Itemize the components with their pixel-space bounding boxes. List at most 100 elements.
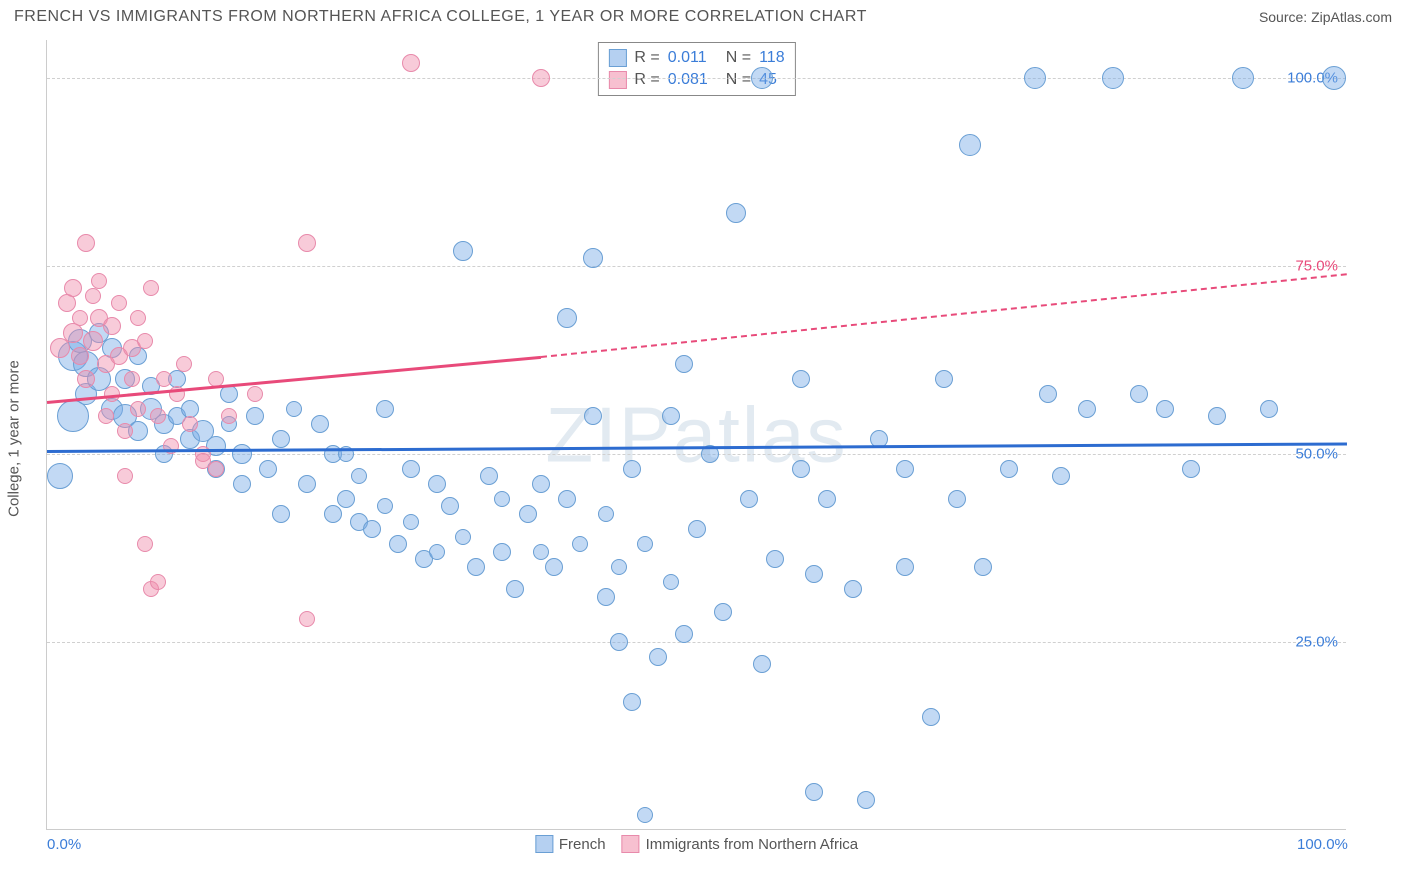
scatter-point bbox=[299, 611, 315, 627]
legend-swatch bbox=[608, 49, 626, 67]
scatter-point bbox=[792, 370, 810, 388]
scatter-point bbox=[480, 467, 498, 485]
scatter-point bbox=[71, 347, 89, 365]
scatter-point bbox=[896, 558, 914, 576]
scatter-point bbox=[455, 529, 471, 545]
scatter-point bbox=[117, 423, 133, 439]
scatter-point bbox=[467, 558, 485, 576]
scatter-point bbox=[286, 401, 302, 417]
scatter-point bbox=[1260, 400, 1278, 418]
scatter-point bbox=[948, 490, 966, 508]
scatter-point bbox=[402, 460, 420, 478]
scatter-point bbox=[663, 574, 679, 590]
scatter-point bbox=[83, 331, 103, 351]
legend-label: Immigrants from Northern Africa bbox=[646, 836, 859, 853]
scatter-point bbox=[623, 460, 641, 478]
scatter-point bbox=[182, 416, 198, 432]
scatter-point bbox=[532, 475, 550, 493]
legend-swatch bbox=[622, 835, 640, 853]
scatter-point bbox=[130, 310, 146, 326]
scatter-point bbox=[1024, 67, 1046, 89]
scatter-point bbox=[1039, 385, 1057, 403]
scatter-point bbox=[623, 693, 641, 711]
r-value: 0.011 bbox=[668, 49, 718, 67]
scatter-point bbox=[1052, 467, 1070, 485]
y-tick-label: 25.0% bbox=[1295, 633, 1338, 650]
legend-item: Immigrants from Northern Africa bbox=[622, 835, 859, 853]
scatter-point bbox=[805, 565, 823, 583]
scatter-point bbox=[545, 558, 563, 576]
scatter-point bbox=[98, 408, 114, 424]
scatter-point bbox=[818, 490, 836, 508]
scatter-point bbox=[532, 69, 550, 87]
scatter-point bbox=[63, 323, 83, 343]
scatter-point bbox=[805, 783, 823, 801]
scatter-point bbox=[506, 580, 524, 598]
scatter-point bbox=[533, 544, 549, 560]
scatter-point bbox=[64, 279, 82, 297]
scatter-point bbox=[111, 295, 127, 311]
scatter-point bbox=[403, 514, 419, 530]
scatter-point bbox=[221, 408, 237, 424]
chart-title: FRENCH VS IMMIGRANTS FROM NORTHERN AFRIC… bbox=[14, 8, 867, 26]
scatter-point bbox=[598, 506, 614, 522]
scatter-point bbox=[429, 544, 445, 560]
scatter-point bbox=[311, 415, 329, 433]
scatter-point bbox=[649, 648, 667, 666]
scatter-point bbox=[298, 475, 316, 493]
scatter-point bbox=[324, 505, 342, 523]
x-tick-label: 0.0% bbox=[47, 836, 81, 853]
scatter-point bbox=[675, 355, 693, 373]
gridline bbox=[47, 642, 1346, 643]
scatter-point bbox=[176, 356, 192, 372]
legend-label: French bbox=[559, 836, 606, 853]
source-label: Source: ZipAtlas.com bbox=[1259, 9, 1392, 25]
scatter-point bbox=[959, 134, 981, 156]
scatter-point bbox=[974, 558, 992, 576]
scatter-point bbox=[1232, 67, 1254, 89]
scatter-point bbox=[57, 400, 89, 432]
scatter-point bbox=[124, 371, 140, 387]
scatter-point bbox=[453, 241, 473, 261]
scatter-point bbox=[85, 288, 101, 304]
scatter-point bbox=[557, 308, 577, 328]
scatter-point bbox=[72, 310, 88, 326]
scatter-point bbox=[163, 438, 179, 454]
scatter-point bbox=[583, 248, 603, 268]
y-tick-label: 50.0% bbox=[1295, 445, 1338, 462]
scatter-point bbox=[363, 520, 381, 538]
scatter-point bbox=[246, 407, 264, 425]
scatter-point bbox=[351, 468, 367, 484]
scatter-point bbox=[103, 317, 121, 335]
scatter-point bbox=[637, 536, 653, 552]
scatter-point bbox=[766, 550, 784, 568]
scatter-point bbox=[726, 203, 746, 223]
scatter-point bbox=[558, 490, 576, 508]
scatter-point bbox=[792, 460, 810, 478]
scatter-point bbox=[572, 536, 588, 552]
scatter-point bbox=[896, 460, 914, 478]
r-label: R = bbox=[634, 71, 659, 89]
scatter-point bbox=[232, 444, 252, 464]
scatter-point bbox=[751, 67, 773, 89]
scatter-point bbox=[389, 535, 407, 553]
scatter-point bbox=[1208, 407, 1226, 425]
legend-swatch bbox=[535, 835, 553, 853]
scatter-point bbox=[47, 463, 73, 489]
scatter-point bbox=[150, 408, 166, 424]
scatter-point bbox=[259, 460, 277, 478]
scatter-point bbox=[402, 54, 420, 72]
r-label: R = bbox=[634, 49, 659, 67]
scatter-point bbox=[208, 461, 224, 477]
legend-row: R =0.011N =118 bbox=[608, 47, 784, 69]
scatter-point bbox=[597, 588, 615, 606]
scatter-point bbox=[662, 407, 680, 425]
scatter-point bbox=[714, 603, 732, 621]
scatter-point bbox=[584, 407, 602, 425]
scatter-point bbox=[77, 370, 95, 388]
scatter-point bbox=[150, 574, 166, 590]
scatter-point bbox=[377, 498, 393, 514]
scatter-point bbox=[137, 536, 153, 552]
scatter-point bbox=[1078, 400, 1096, 418]
scatter-point bbox=[740, 490, 758, 508]
